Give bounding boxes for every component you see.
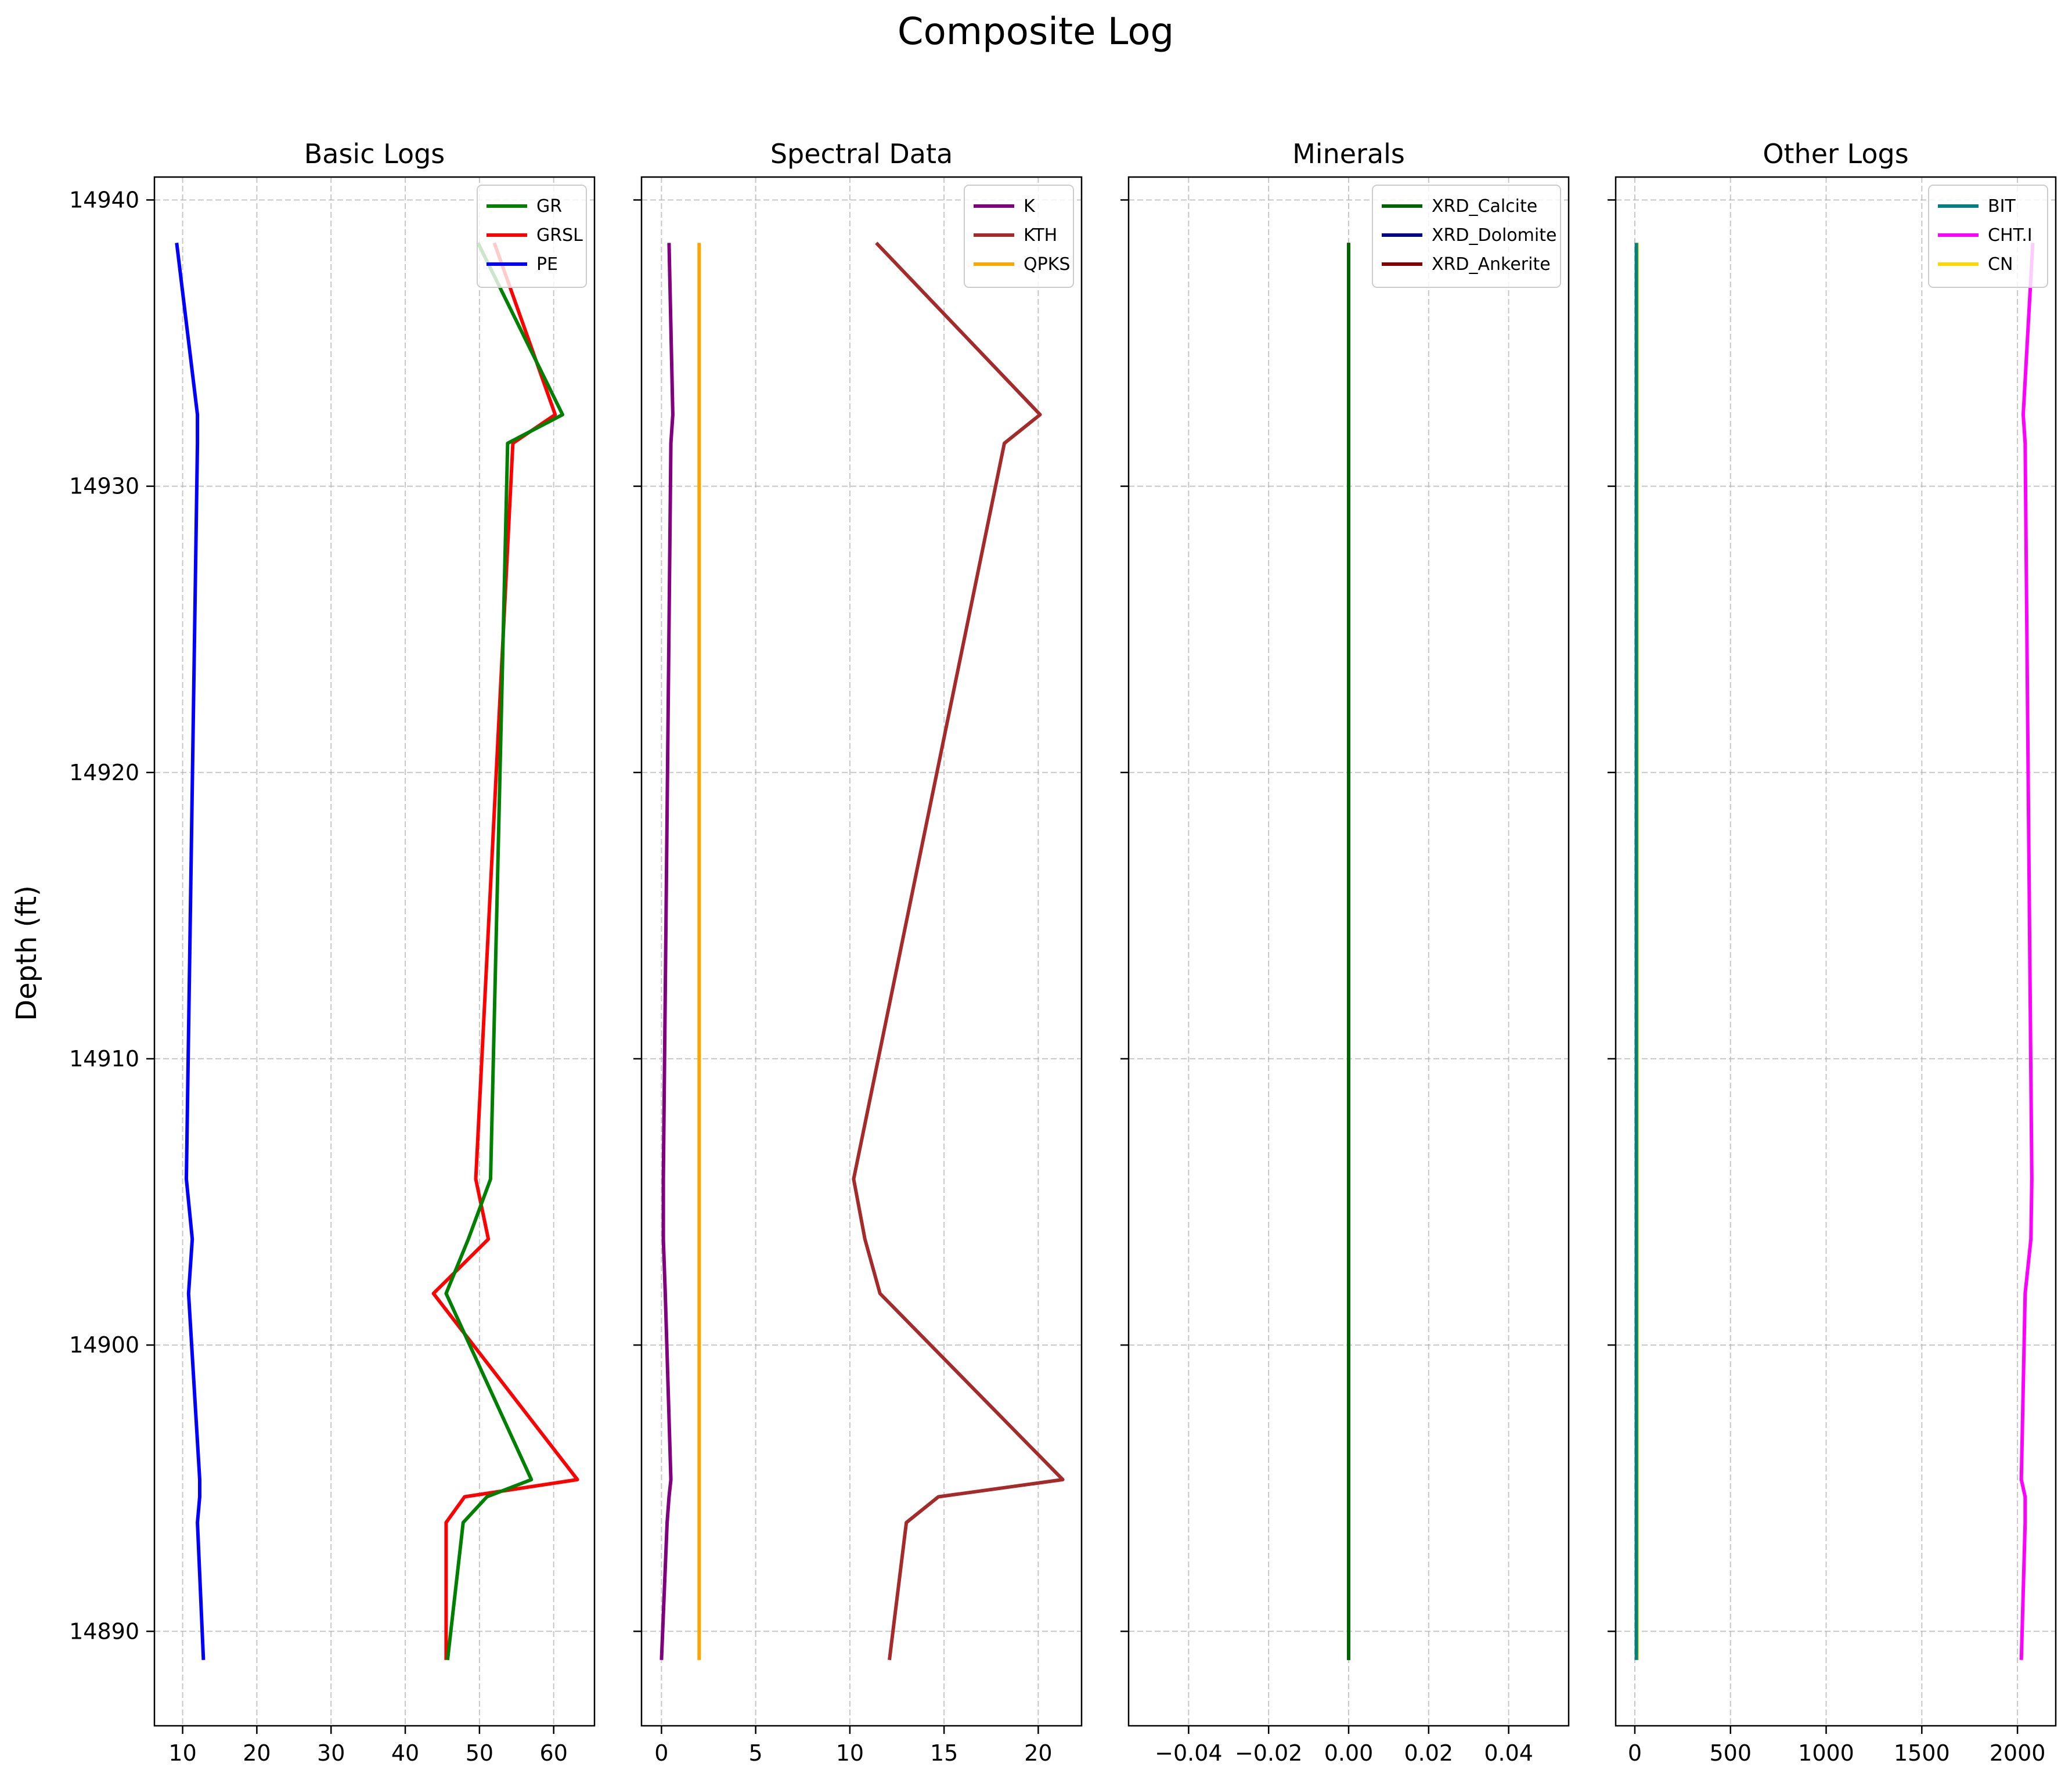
series-lines [175,242,579,1660]
depth-axis-label: Depth (ft) [10,885,43,1021]
track-title: Minerals [1292,138,1405,170]
legend-box [477,185,587,288]
y-tick-label: 14900 [69,1332,139,1358]
legend-label: CHT.I [1988,225,2033,246]
series-line-cht-i [2019,243,2035,1660]
series-line-k [660,243,675,1660]
track-1: 0 5 10 15 20 Spectral Data K KTH QPKS [633,138,1083,1766]
x-tick-label: 20 [243,1740,271,1766]
x-tick-label: 0.00 [1324,1740,1374,1766]
legend-box [1372,185,1561,288]
legend: K KTH QPKS [964,185,1074,288]
y-tick-label: 14930 [69,474,139,499]
legend-label: XRD_Dolomite [1432,225,1556,246]
y-tick-label: 14890 [69,1618,139,1644]
x-tick-label: 1000 [1798,1740,1854,1766]
legend-label: K [1024,196,1036,217]
legend-label: XRD_Ankerite [1432,254,1551,275]
grid [1616,177,2056,1726]
grid [642,177,1082,1726]
plot-frame [153,176,596,1727]
track-title: Other Logs [1763,138,1908,170]
x-tick-label: −0.02 [1235,1740,1302,1766]
track-title: Basic Logs [304,138,445,170]
x-tick-label: 30 [317,1740,345,1766]
track-0: 10 20 30 40 50 60 14890 14900 14910 14920 14930 149… [69,138,596,1766]
x-tick-label: 0.02 [1404,1740,1454,1766]
plot-frame [640,176,1083,1727]
y-tick-label: 14920 [69,760,139,785]
legend-box [1928,185,2048,288]
x-tick-label: 10 [168,1740,196,1766]
x-tick-label: 20 [1024,1740,1052,1766]
legend-label: PE [536,254,558,275]
legend: BIT CHT.I CN [1928,185,2048,288]
x-tick-label: 0 [654,1740,668,1766]
series-line-gr [444,242,564,1660]
x-tick-label: 1500 [1894,1740,1950,1766]
legend: GR GRSL PE [477,185,587,288]
x-tick-label: 500 [1709,1740,1752,1766]
series-line-kth [852,241,1065,1660]
x-tick-label: −0.04 [1155,1740,1222,1766]
legend-label: CN [1988,254,2013,275]
x-tick-label: 0.04 [1484,1740,1533,1766]
x-tick-label: 50 [466,1740,493,1766]
x-tick-label: 15 [930,1740,958,1766]
x-tick-label: 60 [540,1740,568,1766]
series-line-grsl [431,242,579,1660]
y-tick-label: 14940 [69,187,139,212]
legend-box [964,185,1074,288]
track-2: −0.04 −0.02 0.00 0.02 0.04 Minerals XRD_Calcit… [1120,138,1570,1766]
x-tick-label: 10 [836,1740,864,1766]
legend-label: KTH [1024,225,1057,246]
y-tick-label: 14910 [69,1046,139,1072]
series-lines [660,241,1065,1660]
legend-label: BIT [1988,196,2016,217]
series-line-pe [175,243,206,1660]
x-tick-label: 5 [749,1740,763,1766]
legend-label: QPKS [1024,254,1070,275]
x-tick-label: 0 [1628,1740,1642,1766]
track-title: Spectral Data [770,138,953,170]
x-tick-label: 2000 [1990,1740,2046,1766]
plot-frame [1615,176,2057,1727]
figure-title: Composite Log [898,10,1174,53]
legend-label: GRSL [536,225,583,246]
legend-label: XRD_Calcite [1432,196,1537,217]
series-lines [1634,243,2035,1660]
legend: XRD_Calcite XRD_Dolomite XRD_Ankerite [1372,185,1561,288]
x-tick-label: 40 [391,1740,419,1766]
legend-label: GR [536,196,562,217]
grid [154,177,594,1726]
track-3: 0 500 1000 1500 2000 Other Logs BIT CHT.I CN [1608,138,2057,1766]
log-tracks: 10 20 30 40 50 601489014900149101492014930149… [69,138,2057,1766]
